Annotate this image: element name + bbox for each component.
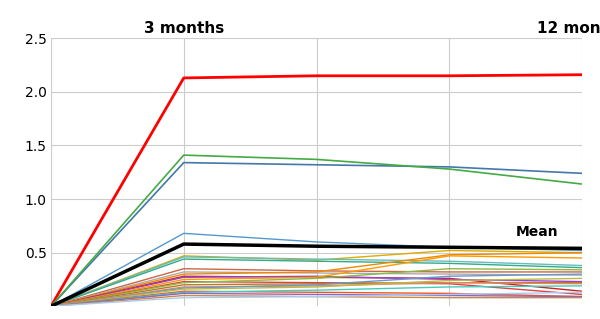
Text: Mean: Mean — [515, 225, 558, 239]
